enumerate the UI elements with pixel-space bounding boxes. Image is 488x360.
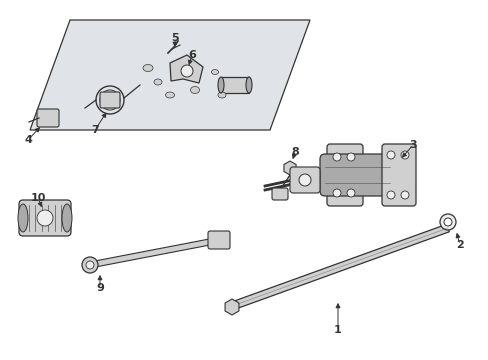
Circle shape bbox=[400, 151, 408, 159]
Text: 1: 1 bbox=[333, 325, 341, 335]
FancyBboxPatch shape bbox=[381, 144, 415, 206]
Polygon shape bbox=[221, 77, 248, 93]
Circle shape bbox=[386, 191, 394, 199]
Circle shape bbox=[443, 218, 451, 226]
Ellipse shape bbox=[218, 92, 225, 98]
Circle shape bbox=[386, 151, 394, 159]
Ellipse shape bbox=[62, 204, 72, 232]
Text: 10: 10 bbox=[30, 193, 45, 203]
Circle shape bbox=[37, 210, 53, 226]
Ellipse shape bbox=[142, 64, 153, 72]
FancyBboxPatch shape bbox=[100, 92, 120, 108]
FancyBboxPatch shape bbox=[319, 154, 394, 196]
Circle shape bbox=[346, 153, 354, 161]
FancyBboxPatch shape bbox=[19, 200, 71, 236]
Circle shape bbox=[332, 189, 340, 197]
Text: 2: 2 bbox=[455, 240, 463, 250]
Text: 4: 4 bbox=[24, 135, 32, 145]
Text: 5: 5 bbox=[171, 33, 179, 43]
Text: 7: 7 bbox=[91, 125, 99, 135]
Ellipse shape bbox=[190, 86, 199, 94]
Circle shape bbox=[298, 174, 310, 186]
Text: 6: 6 bbox=[188, 50, 196, 60]
FancyBboxPatch shape bbox=[326, 144, 362, 206]
FancyBboxPatch shape bbox=[271, 188, 287, 200]
FancyBboxPatch shape bbox=[289, 167, 319, 193]
Polygon shape bbox=[170, 55, 203, 83]
FancyBboxPatch shape bbox=[207, 231, 229, 249]
Polygon shape bbox=[89, 237, 220, 268]
Ellipse shape bbox=[154, 79, 162, 85]
Circle shape bbox=[82, 257, 98, 273]
Circle shape bbox=[181, 65, 193, 77]
Text: 3: 3 bbox=[408, 140, 416, 150]
Ellipse shape bbox=[18, 204, 28, 232]
FancyBboxPatch shape bbox=[37, 109, 59, 127]
Polygon shape bbox=[233, 224, 448, 309]
Circle shape bbox=[86, 261, 94, 269]
Polygon shape bbox=[30, 20, 309, 130]
Circle shape bbox=[332, 153, 340, 161]
Ellipse shape bbox=[245, 77, 251, 93]
Ellipse shape bbox=[218, 77, 224, 93]
Circle shape bbox=[439, 214, 455, 230]
Ellipse shape bbox=[211, 69, 218, 75]
Ellipse shape bbox=[165, 92, 174, 98]
Circle shape bbox=[346, 189, 354, 197]
Text: 8: 8 bbox=[290, 147, 298, 157]
Text: 9: 9 bbox=[96, 283, 104, 293]
Circle shape bbox=[400, 191, 408, 199]
